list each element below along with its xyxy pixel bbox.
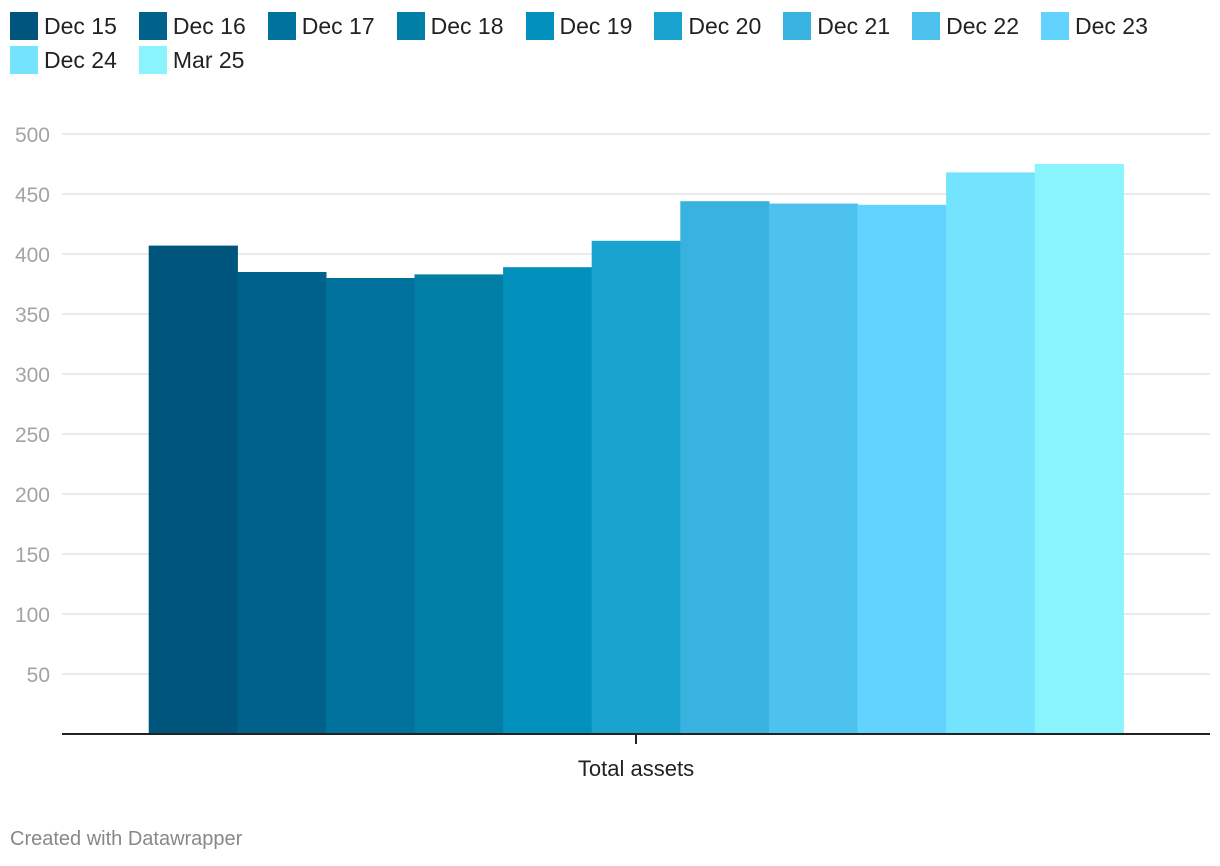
bar-dec-17 [325, 278, 416, 734]
bar-dec-16 [237, 272, 327, 734]
bars [148, 164, 1124, 735]
y-tick-label: 250 [15, 424, 50, 447]
legend-swatch [10, 12, 38, 40]
legend-item: Dec 15 [10, 12, 117, 40]
bar-dec-20 [591, 240, 681, 735]
legend-label: Dec 23 [1075, 12, 1148, 39]
legend-item: Dec 21 [783, 12, 890, 40]
legend-label: Dec 20 [688, 12, 762, 39]
y-tick-label: 300 [15, 364, 50, 387]
y-tick-label: 350 [15, 304, 50, 327]
legend-label: Dec 24 [44, 46, 117, 73]
legend-swatch [267, 12, 296, 40]
legend-item: Dec 24 [10, 46, 117, 74]
legend-label: Dec 21 [817, 12, 891, 39]
legend-label: Dec 18 [430, 12, 504, 39]
legend-swatch [138, 12, 167, 40]
legend-item: Dec 16 [138, 12, 246, 40]
y-tick-label: 50 [27, 664, 50, 687]
legend-swatch [525, 12, 554, 40]
bar-mar-25 [1034, 164, 1124, 734]
legend-item: Dec 19 [525, 12, 633, 40]
legend-swatch [912, 12, 941, 40]
legend-swatch [654, 12, 683, 40]
bar-dec-18 [414, 274, 504, 734]
legend-item: Mar 25 [138, 46, 245, 74]
y-tick-label: 150 [15, 544, 50, 567]
legend-item: Dec 17 [267, 12, 375, 40]
bar-dec-23 [857, 204, 947, 735]
legend-item: Dec 18 [396, 12, 504, 40]
credit-text: Created with Datawrapper [10, 828, 243, 850]
legend-label: Dec 17 [301, 12, 375, 39]
y-axis-tick-labels: 50 100 150 200 250 300 350 400 450 500 [15, 124, 50, 687]
y-tick-label: 450 [15, 184, 50, 207]
bar-dec-22 [768, 203, 859, 735]
bar-dec-24 [946, 172, 1036, 734]
legend-item: Dec 22 [912, 12, 1019, 40]
legend-swatch [396, 12, 425, 40]
legend-swatch [10, 46, 38, 74]
y-tick-label: 400 [15, 244, 50, 267]
legend-label: Dec 22 [946, 12, 1019, 39]
legend-item: Dec 23 [1041, 12, 1148, 40]
legend: Dec 15 Dec 16 Dec 17 Dec 18 Dec 19 Dec 20 Dec … [10, 12, 1210, 74]
bar-dec-15 [148, 245, 238, 734]
legend-swatch [1041, 12, 1069, 40]
y-tick-label: 100 [15, 604, 50, 627]
bar-dec-21 [680, 201, 770, 734]
legend-label: Dec 15 [44, 12, 117, 39]
y-tick-label: 200 [15, 484, 50, 507]
legend-label: Dec 19 [559, 12, 633, 39]
legend-label: Dec 16 [172, 12, 246, 39]
y-tick-label: 500 [15, 124, 50, 147]
legend-swatch [783, 12, 812, 40]
legend-item: Dec 20 [654, 12, 761, 40]
bar-dec-19 [503, 267, 593, 734]
legend-swatch [138, 46, 167, 74]
legend-label: Mar 25 [172, 46, 245, 73]
category-label-total-assets: Total assets [578, 756, 694, 781]
